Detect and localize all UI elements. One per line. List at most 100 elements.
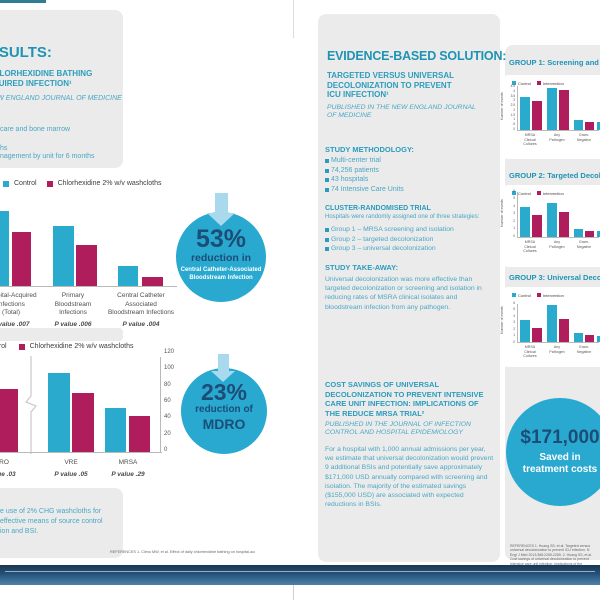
chart2-category-1-label: MDRO [0,459,9,466]
intervention-swatch-icon [536,293,541,297]
group3-yaxis [517,304,518,342]
group1-category-4: Candida Species [593,133,600,142]
bar-control [547,203,557,237]
group1-baseline [517,130,599,131]
chart1-legend-treatment-label: Chlorhexidine 2% w/v washcloths [57,180,162,187]
bar-intervention [585,231,594,237]
bar-intervention [559,90,569,130]
group1-legend: Control Intervention [512,81,564,86]
chart1-legend-control: Control [3,180,37,187]
control-swatch-icon [512,293,516,297]
group2-category-2: Any Pathogen [549,240,565,249]
group3-legend-control: Control [512,293,531,298]
left-journal-line: PUBLISHED IN THE NEW ENGLAND JOURNAL OF … [0,95,122,102]
bar-control [597,122,600,130]
bar-control [0,211,9,286]
group2-legend-control: Control [512,191,531,196]
chart1-baseline [0,286,177,287]
control-swatch-icon [512,191,516,195]
methodology-heading: STUDY METHODOLOGY: [325,145,414,154]
group2-baseline [517,237,599,238]
group3-category-3: Gram- Negative [576,345,592,354]
chart2-legend-control: Control [0,343,7,350]
bar-treatment [0,389,18,452]
right-main-panel [318,14,500,562]
bar-control [574,120,583,130]
group3-category-1: MRSA Clinical Cultures [523,345,537,359]
left-note-text: e use of 2% CHG washcloths for effective… [0,508,103,535]
treatment-swatch-icon [46,180,53,187]
chart2-legend: Control Chlorhexidine 2% w/v washcloths [0,343,133,350]
trial-heading: CLUSTER-RANDOMISED TRIAL [325,205,431,212]
reduction-53-badge: 53% reduction in Central Catheter-Associ… [176,212,266,302]
badge-23-label: reduction of [195,404,253,415]
chart2-legend-treatment: Chlorhexidine 2% w/v washcloths [18,343,134,350]
bar-control [547,305,557,342]
bullet-icon [325,247,329,251]
group2-category-4: Candida Species [593,240,600,249]
bar-treatment [12,232,31,286]
bar-control [520,320,530,342]
left-intro-panel [0,10,123,168]
takeaway-heading: STUDY TAKE-AWAY: [325,263,399,272]
left-method-fragment-1: care and bone marrow [0,126,71,133]
chart1-category-1-pvalue: P value .007 [0,320,30,328]
bar-intervention [532,101,542,130]
bar-treatment [142,277,163,286]
chart1-category-3-label: Central Catheter Associated Bloodstream … [107,292,175,316]
group1-legend-control: Control [512,81,531,86]
footer-band [0,565,600,585]
bar-intervention [585,122,594,130]
methodology-item: Multi-center trial [331,157,381,164]
bar-control [574,229,583,237]
chart1-category-3: Central Catheter Associated Bloodstream … [88,292,194,329]
down-arrow-icon [207,354,239,382]
methodology-item: 74,256 patients [331,166,379,174]
intervention-swatch-icon [536,191,541,195]
solution-journal: PUBLISHED IN THE NEW ENGLAND JOURNAL OF … [327,104,476,119]
bar-control [48,373,70,452]
left-mid-panel [0,328,123,341]
bullet-icon [325,187,329,192]
trial-item: Group 1 – MRSA screening and isolation [331,226,454,233]
badge-53-sublabel: Central Catheter-Associated Bloodstream … [180,267,262,281]
group2-category-1: MRSA Clinical Cultures [523,240,537,254]
bar-intervention [559,212,569,237]
left-references: REFERENCES 1. Climo MW, et al. Effect of… [110,550,255,554]
left-subtitle-line1: CHLORHEXIDINE BATHING [0,69,93,78]
bar-control [574,333,583,342]
group3-legend-intervention: Intervention [536,293,564,298]
bar-control [520,207,530,237]
bar-control [547,88,557,130]
group2-heading: GROUP 2: Targeted Decolonization [509,171,600,180]
badge-53-value: 53% [195,225,247,253]
chart2-category-1-pvalue: P value .03 [0,470,16,478]
trial-list: Group 1 – MRSA screening and isolation G… [325,226,454,252]
bar-control [520,97,530,130]
cost-heading: COST SAVINGS OF UNIVERSAL DECOLONIZATION… [325,380,484,418]
chart2-baseline [0,452,162,453]
treatment-swatch-icon [18,343,25,350]
top-edge-strip [0,0,46,3]
savings-badge: $171,000 Saved in treatment costs [506,398,600,506]
group1-category-1: MRSA Clinical Cultures [523,133,537,147]
savings-label: Saved in treatment costs [522,452,598,475]
trial-note: Hospitals were randomly assigned one of … [325,214,480,220]
chart1-legend-treatment: Chlorhexidine 2% w/v washcloths [46,180,162,187]
page-fold-line [293,0,294,38]
left-page: RESULTS: CHLORHEXIDINE BATHING ACQUIRED … [0,0,290,600]
bar-control [53,226,74,286]
chart2-legend-treatment-label: Chlorhexidine 2% w/v washcloths [29,343,134,350]
reduction-23-badge: 23% reduction of MDRO [181,368,267,454]
chart2-legend-control-label: Control [0,343,7,350]
bar-control [118,266,138,286]
group2-yaxis [517,192,518,237]
chart2-category-2: VRE P value .05 [25,459,117,479]
group3-category-4: Candida Species [593,345,600,354]
trial-item: Group 2 – targeted decolonization [331,235,434,243]
chart1-legend: Control Chlorhexidine 2% w/v washcloths [3,180,161,187]
solution-subtitle: TARGETED VERSUS UNIVERSAL DECOLONIZATION… [327,71,454,99]
control-swatch-icon [512,81,516,85]
group1-heading: GROUP 1: Screening and Isolation [509,58,600,67]
group1-yaxis [517,86,518,130]
